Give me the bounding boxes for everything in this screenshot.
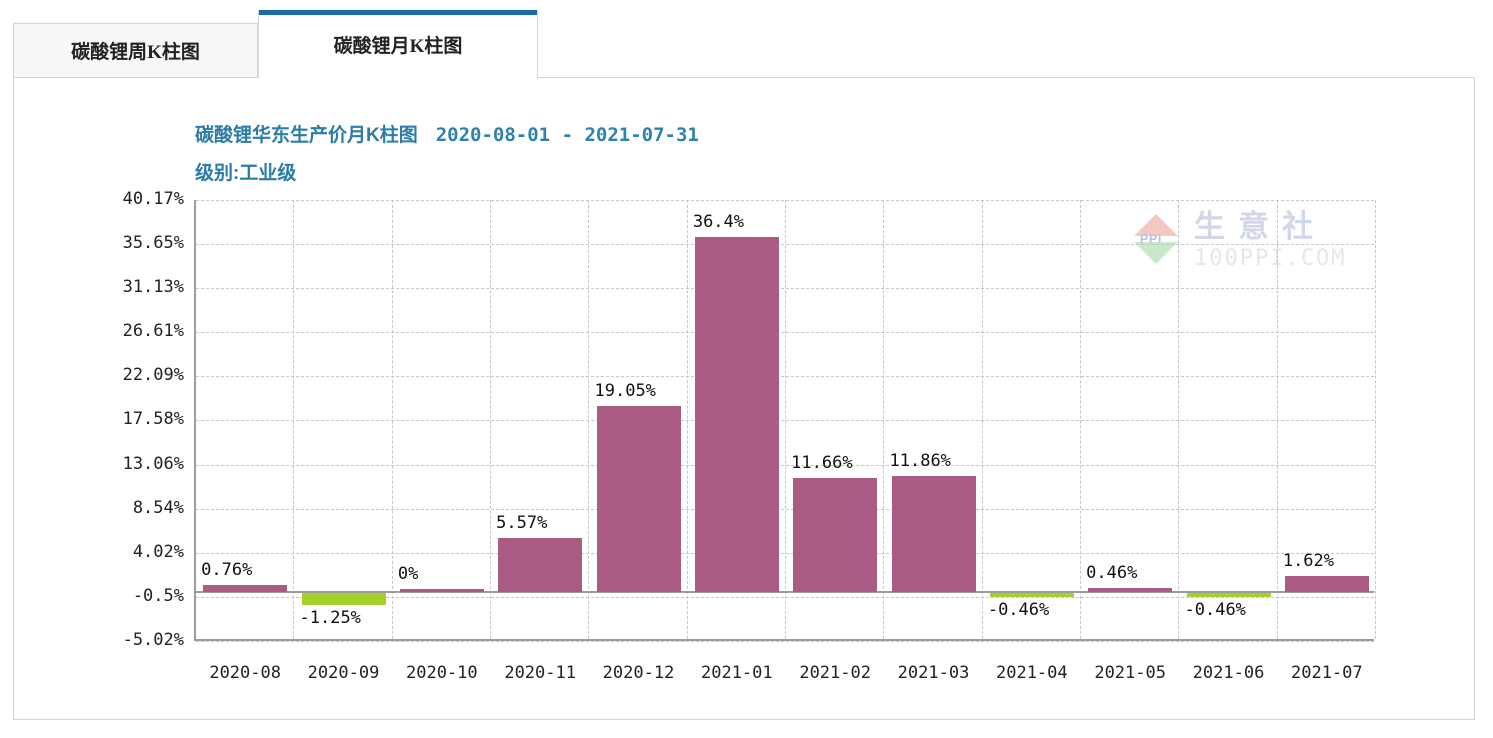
chart-title-text: 碳酸锂华东生产价月K柱图 xyxy=(195,125,418,146)
bar-2020-10 xyxy=(399,589,484,592)
bar-2020-09 xyxy=(301,593,386,606)
x-axis-tick-label: 2021-05 xyxy=(1094,663,1166,683)
bar-value-label: 11.66% xyxy=(791,453,853,474)
plot-area: 40.17% 35.65% 31.13% 26.61% 22.09% 17.58% 13.0… xyxy=(123,189,1376,683)
v-gridline xyxy=(981,200,983,639)
tab-weekly-k-chart[interactable]: 碳酸锂周K柱图 xyxy=(13,23,258,78)
v-gridline xyxy=(1080,200,1081,639)
y-axis-tick-label: -0.5% xyxy=(132,585,184,606)
y-axis-tick-label: 8.54% xyxy=(132,497,184,518)
bar-2021-06 xyxy=(1186,593,1271,598)
y-axis-tick-label: 26.61% xyxy=(122,321,184,342)
v-gridline xyxy=(1178,200,1180,639)
v-gridline xyxy=(1276,200,1278,639)
x-axis-tick-label: 2021-04 xyxy=(995,663,1068,683)
y-axis-tick-label: 35.65% xyxy=(122,233,184,254)
x-axis-tick-label: 2020-10 xyxy=(405,663,478,683)
h-gridline xyxy=(196,641,1374,642)
bar-2020-08 xyxy=(203,584,288,592)
tab-weekly-label: 碳酸锂周K柱图 xyxy=(71,42,200,63)
x-axis-tick-label: 2020-12 xyxy=(602,663,675,683)
x-axis-tick-label: 2020-11 xyxy=(504,663,576,683)
v-gridline xyxy=(1375,200,1376,639)
y-axis-tick-label: 4.02% xyxy=(132,541,184,562)
x-axis-tick-label: 2021-06 xyxy=(1192,663,1265,683)
y-axis-tick-label: -5.02% xyxy=(122,630,184,650)
x-axis-tick-label: 2021-02 xyxy=(799,663,871,683)
v-gridline xyxy=(785,200,786,639)
bar-2021-05 xyxy=(1088,587,1173,592)
y-axis-tick-label: 22.09% xyxy=(122,365,184,386)
bar-2021-04 xyxy=(989,593,1074,598)
bar-value-label: 11.86% xyxy=(889,451,951,472)
bar-2021-01 xyxy=(694,236,779,592)
bar-value-label: 19.05% xyxy=(594,381,656,402)
chart-subtitle-grade: 级别:工业级 xyxy=(195,163,297,184)
v-gridline xyxy=(391,200,393,639)
bar-value-label: -0.46% xyxy=(987,600,1050,621)
x-axis-tick-label: 2021-07 xyxy=(1290,663,1363,683)
bar-2021-07 xyxy=(1284,576,1369,592)
zero-axis-line xyxy=(196,591,1374,593)
bar-2020-12 xyxy=(596,406,681,592)
bar-2020-11 xyxy=(498,537,583,592)
x-axis-tick-label: 2020-08 xyxy=(209,663,281,683)
bar-value-label: 36.4% xyxy=(692,211,745,232)
y-axis-tick-label: 31.13% xyxy=(122,277,184,298)
bar-value-label: 5.57% xyxy=(496,512,548,533)
y-axis-tick-label: 40.17% xyxy=(122,189,184,209)
y-axis-tick-label: 17.58% xyxy=(122,409,184,430)
bar-2021-02 xyxy=(793,478,878,592)
v-gridline xyxy=(293,200,295,639)
x-axis-tick-label: 2020-09 xyxy=(307,663,380,683)
x-axis-tick-label: 2021-01 xyxy=(700,663,773,683)
tab-monthly-k-chart[interactable]: 碳酸锂月K柱图 xyxy=(258,10,538,78)
bar-value-label: -0.46% xyxy=(1184,600,1246,621)
bar-value-label: 1.62% xyxy=(1282,551,1335,572)
bar-value-label: 0.46% xyxy=(1086,562,1138,583)
bar-value-label: 0.76% xyxy=(201,559,253,580)
bar-value-label: -1.25% xyxy=(299,608,361,629)
v-gridline xyxy=(490,200,491,639)
v-gridline xyxy=(686,200,688,639)
active-tab-accent-bar xyxy=(259,10,537,15)
bar-2021-03 xyxy=(891,476,976,592)
y-axis-tick-label: 13.06% xyxy=(122,453,184,474)
chart-date-range: 2020-08-01 - 2021-07-31 xyxy=(435,124,699,146)
bar-value-label: 0% xyxy=(397,564,419,584)
chart-title: 碳酸锂华东生产价月K柱图 2020-08-01 - 2021-07-31 xyxy=(195,120,699,147)
tab-monthly-label: 碳酸锂月K柱图 xyxy=(333,35,463,57)
v-gridline xyxy=(588,200,590,639)
x-axis-tick-label: 2021-03 xyxy=(897,663,970,683)
v-gridline xyxy=(883,200,885,639)
